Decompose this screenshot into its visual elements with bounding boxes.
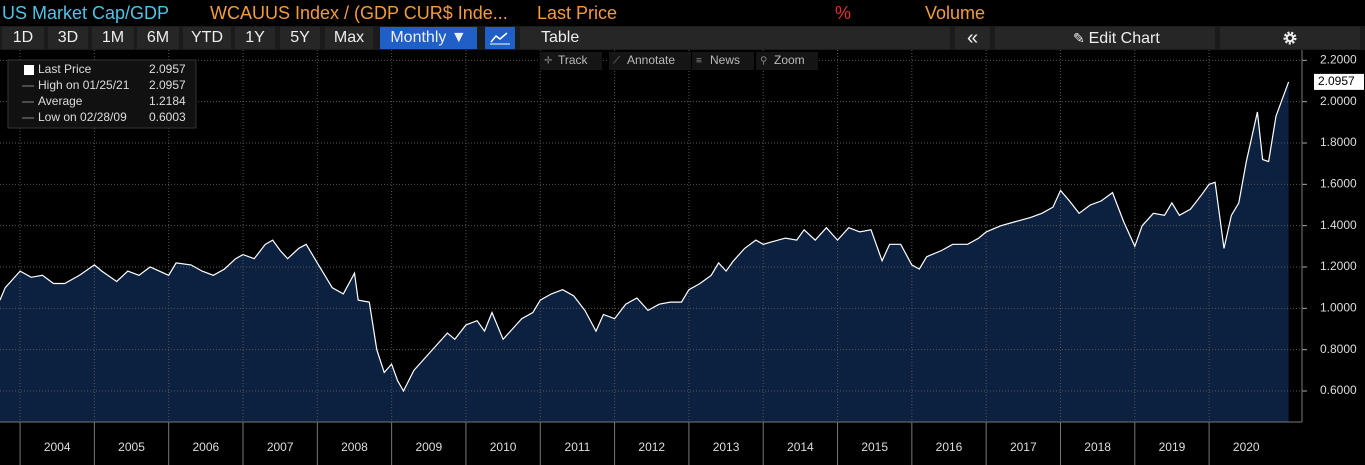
x-tick-label: 2020 [1233, 440, 1260, 454]
tool-icon: ⟋ [613, 56, 620, 67]
x-tick-label: 2011 [565, 440, 591, 454]
last-price-tag [1314, 73, 1364, 90]
chart-type-button[interactable] [485, 27, 515, 49]
line [0, 81, 1290, 393]
chart-tool: Zoom [774, 53, 805, 67]
edit-chart-button[interactable]: ✎ Edit Chart [995, 27, 1215, 49]
legend-value: 1.2184 [149, 94, 186, 108]
y-tick-label: 1.4000 [1320, 218, 1357, 232]
legend-swatch [24, 65, 34, 75]
y-tick-label: 2.0000 [1320, 94, 1357, 108]
tool-icon: ✛ [544, 56, 552, 67]
x-tick-label: 2015 [861, 440, 888, 454]
edit-chart-label: Edit Chart [1088, 30, 1160, 47]
legend-label: Low on 02/28/09 [38, 110, 127, 124]
x-tick-label: 2010 [490, 440, 517, 454]
tool-icon: ⚲ [760, 56, 767, 67]
tool-bg [540, 52, 602, 70]
x-tick-label: 2006 [193, 440, 220, 454]
range-button[interactable]: 1M [92, 27, 134, 49]
toolbar: Monthly ▼ Table « ✎ Edit Chart 1D 3D 1M 6M Y… [0, 26, 1365, 50]
legend-value: 2.0957 [149, 78, 186, 92]
y-tick-label: 2.2000 [1320, 53, 1357, 67]
chart-tool: Track [558, 53, 589, 67]
gear-icon [1283, 31, 1297, 45]
x-tick-label: 2017 [1010, 440, 1037, 454]
y-tick-label: 0.6000 [1320, 383, 1357, 397]
y-tick-label: 1.6000 [1320, 177, 1357, 191]
collapse-button[interactable]: « [955, 27, 990, 49]
y-tick-label: 1.0000 [1320, 301, 1357, 315]
range-button[interactable]: 5Y [280, 27, 320, 49]
settings-button[interactable] [1220, 27, 1360, 49]
legend-value: 2.0957 [149, 62, 186, 76]
legend-label: High on 01/25/21 [38, 78, 130, 92]
x-tick-label: 2009 [415, 440, 442, 454]
chart-tool: Annotate [627, 53, 675, 67]
tool-icon: ≡ [696, 56, 702, 67]
tool-bg [756, 52, 818, 70]
security-title: US Market Cap/GDP [2, 3, 170, 23]
line-icon [490, 32, 510, 45]
x-tick-label: 2005 [118, 440, 145, 454]
security-ticker: WCAUUS Index / (GDP CUR$ Inde... [210, 3, 508, 23]
range-button[interactable]: YTD [183, 27, 231, 49]
x-tick-label: 2013 [713, 440, 740, 454]
area [0, 81, 1289, 423]
x-tick-label: 2018 [1084, 440, 1111, 454]
legend-label: Average [38, 94, 83, 108]
legend-label: Last Price [38, 62, 92, 76]
chart: 0.6000 0.8000 1.0000 1.2000 1.4000 1.6000 1.80… [0, 50, 1364, 465]
range-button[interactable]: 3D [48, 27, 88, 49]
pencil-icon: ✎ [1073, 30, 1089, 46]
x-tick-label: 2007 [267, 440, 294, 454]
x-tick-label: 2012 [638, 440, 665, 454]
x-tick-label: 2008 [341, 440, 368, 454]
legend-box [7, 59, 197, 129]
range-button[interactable]: Max [325, 27, 373, 49]
x-tick-label: 2004 [44, 440, 71, 454]
percent-label: % [835, 3, 852, 23]
x-tick-label: 2016 [936, 440, 963, 454]
tool-bg [609, 52, 691, 70]
range-button[interactable]: 1D [2, 27, 44, 49]
last-price-label: 2.0957 [1318, 74, 1355, 88]
x-tick-label: 2019 [1159, 440, 1186, 454]
y-tick-label: 0.8000 [1320, 342, 1357, 356]
header: US Market Cap/GDP WCAUUS Index / (GDP CU… [0, 0, 1365, 26]
table-button[interactable]: Table [520, 27, 950, 49]
legend-value: 0.6003 [149, 110, 186, 124]
range-button[interactable]: 1Y [235, 27, 275, 49]
y-tick-label: 1.2000 [1320, 259, 1357, 273]
chart-tool: News [710, 53, 740, 67]
tool-bg [692, 52, 754, 70]
y-tick-label: 1.8000 [1320, 135, 1357, 149]
field-label: Last Price [537, 3, 618, 23]
volume-label: Volume [925, 3, 986, 23]
x-tick-label: 2014 [787, 440, 814, 454]
range-button[interactable]: 6M [137, 27, 179, 49]
period-button[interactable]: Monthly ▼ [380, 27, 477, 49]
